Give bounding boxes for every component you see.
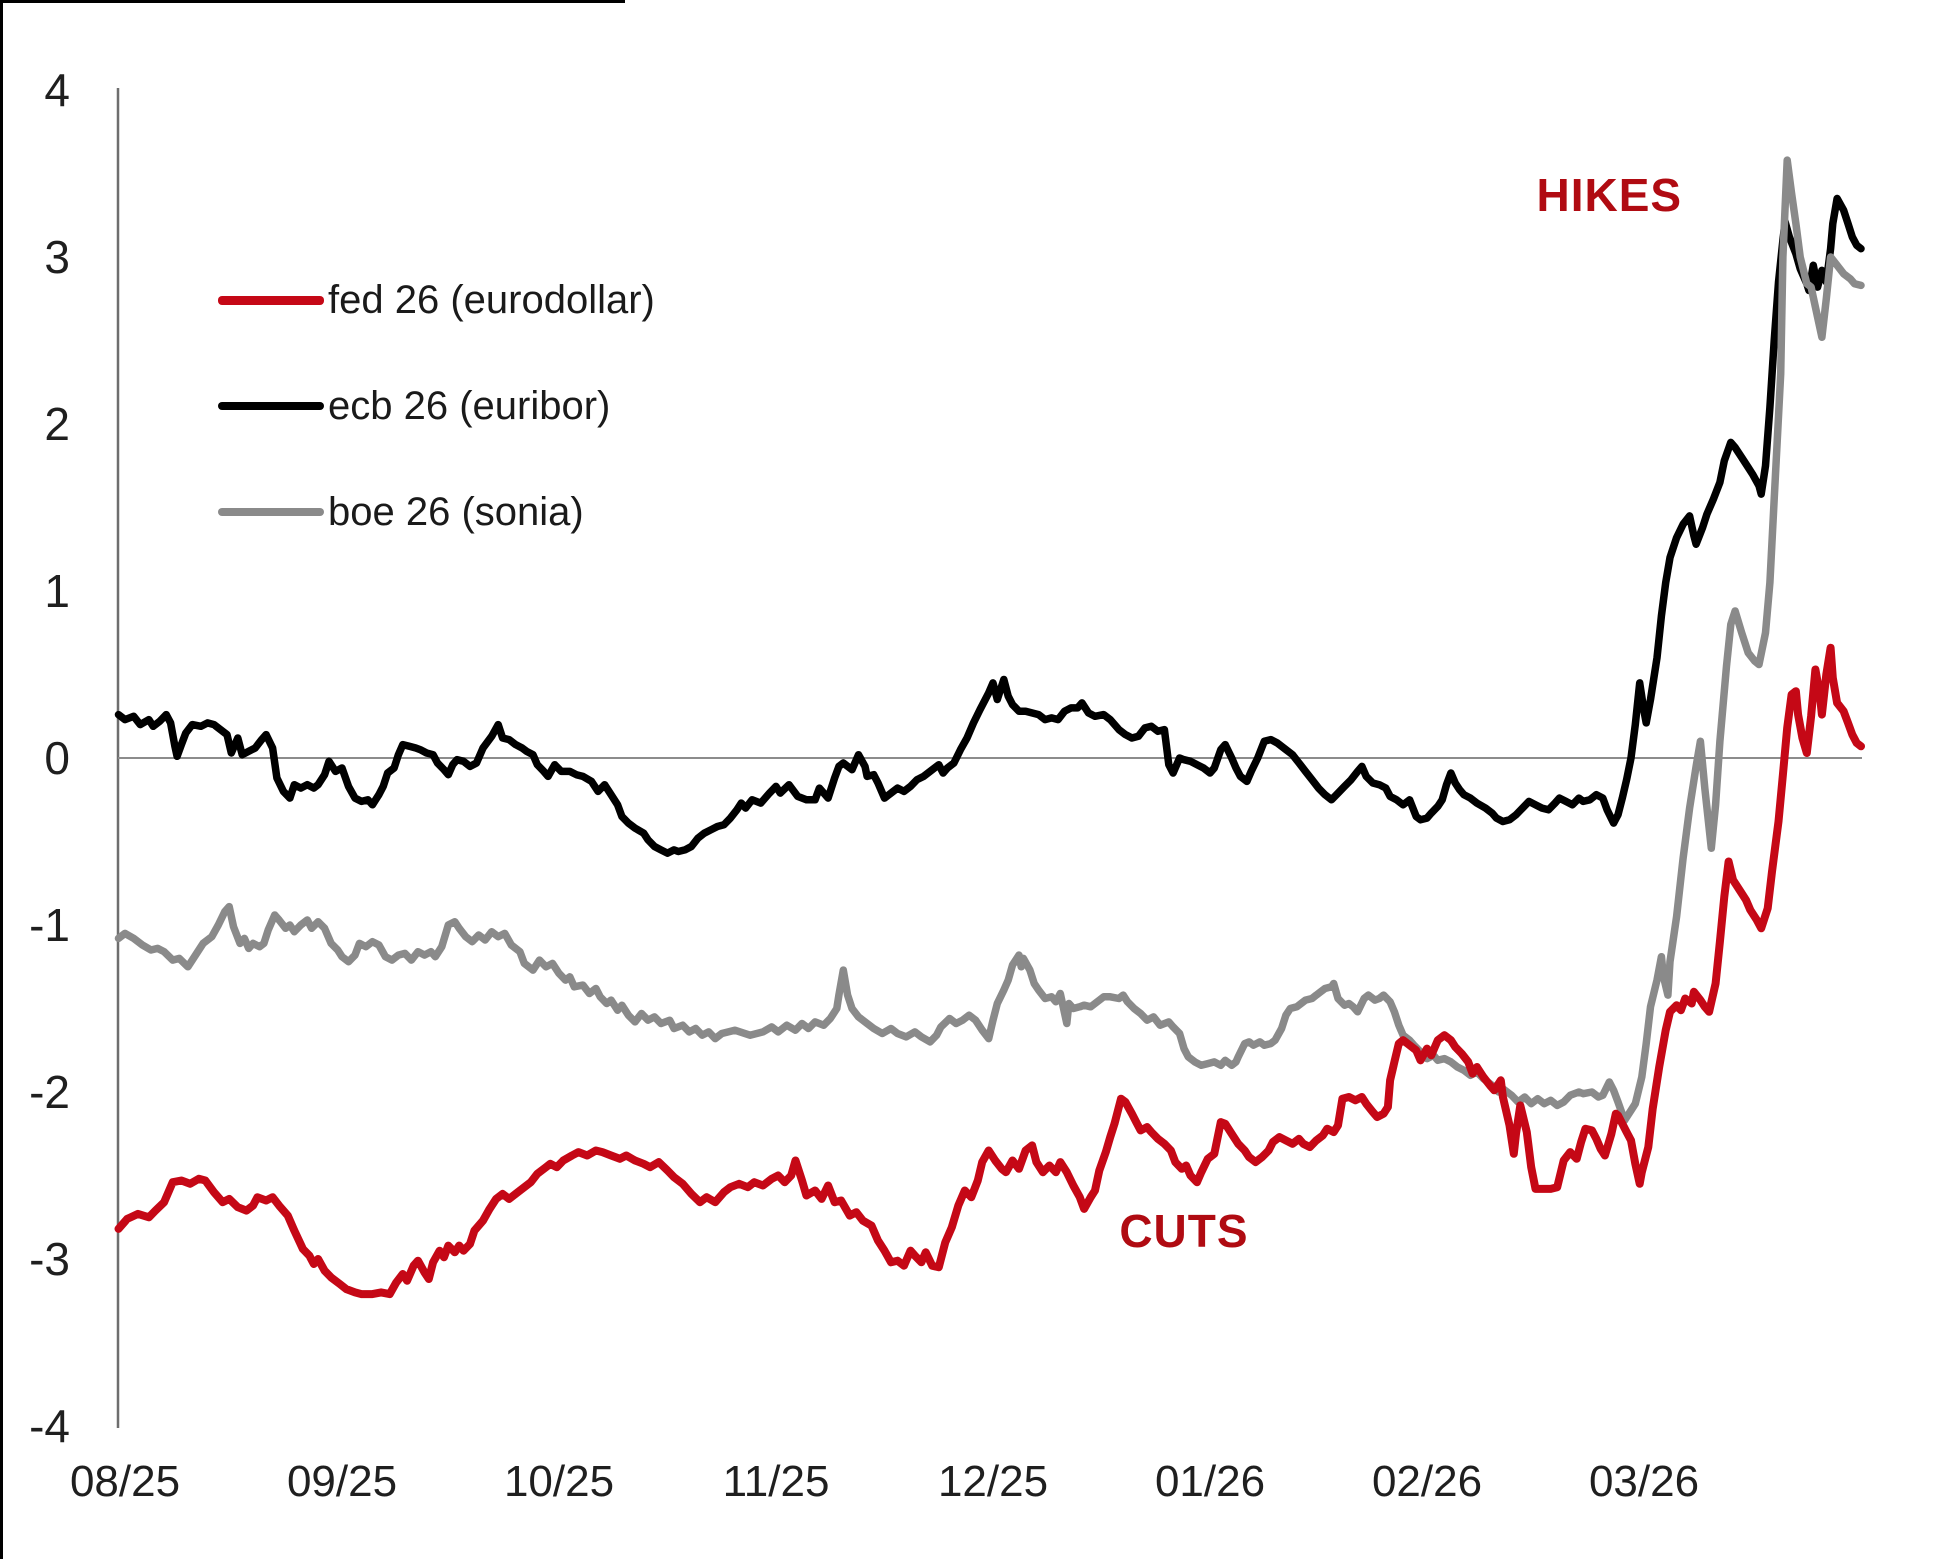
y-tick-label--4: -4 [29, 1400, 70, 1452]
legend-item-2: boe 26 (sonia) [218, 492, 584, 532]
legend-item-1: ecb 26 (euribor) [218, 386, 610, 426]
x-tick-label-08-25: 08/25 [69, 1457, 181, 1506]
x-tick-label-12-25: 12/25 [937, 1457, 1049, 1506]
x-tick-label-02-26: 02/26 [1371, 1457, 1483, 1506]
legend-item-0: fed 26 (eurodollar) [218, 280, 655, 320]
x-tick-label-10-25: 10/25 [503, 1457, 615, 1506]
series-line-ecb-26-euribor [114, 194, 1865, 857]
legend-swatch-icon [218, 402, 324, 410]
annotation-cuts: CUTS [1119, 1204, 1249, 1257]
x-tick-label-01-26: 01/26 [1154, 1457, 1266, 1506]
y-tick-label--3: -3 [29, 1233, 70, 1285]
legend-label: boe 26 (sonia) [328, 490, 584, 534]
y-tick-label--1: -1 [29, 899, 70, 951]
x-tick-label-03-26: 03/26 [1588, 1457, 1700, 1506]
annotation-hikes: HIKES [1536, 169, 1683, 222]
legend-label: fed 26 (eurodollar) [328, 278, 655, 322]
legend-swatch-icon [218, 295, 324, 305]
left-border-line [0, 0, 3, 1559]
x-tick-label-11-25: 11/25 [722, 1457, 830, 1506]
y-tick-label-0: 0 [44, 732, 70, 784]
y-tick-label--2: -2 [29, 1066, 70, 1118]
legend-label: ecb 26 (euribor) [328, 384, 611, 428]
series-line-fed-26-eurodollar [114, 643, 1865, 1299]
y-tick-label-4: 4 [44, 64, 70, 116]
x-tick-label-09-25: 09/25 [286, 1457, 398, 1506]
legend-swatch-icon [218, 508, 324, 516]
y-tick-label-1: 1 [44, 565, 70, 617]
y-tick-label-2: 2 [44, 398, 70, 450]
y-tick-label-3: 3 [44, 231, 70, 283]
series-line-boe-26-sonia [114, 156, 1865, 1125]
top-border-line [0, 0, 625, 3]
